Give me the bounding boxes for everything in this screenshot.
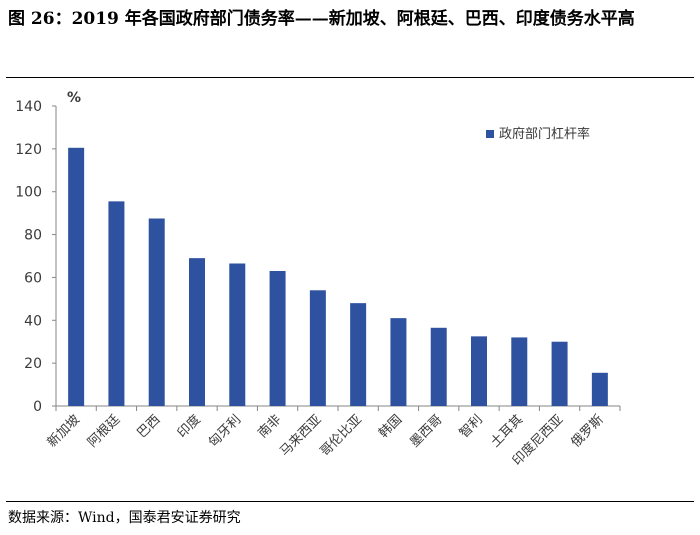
bar bbox=[511, 337, 528, 406]
source-divider bbox=[6, 501, 694, 502]
figure-title: 图 26：2019 年各国政府部门债务率——新加坡、阿根廷、巴西、印度债务水平高 bbox=[8, 9, 635, 29]
bar bbox=[430, 327, 447, 406]
bar bbox=[390, 318, 407, 406]
bar bbox=[350, 303, 367, 406]
x-tick-label: 马来西亚 bbox=[277, 412, 324, 459]
bar bbox=[269, 271, 286, 406]
y-tick-label: 80 bbox=[24, 228, 42, 244]
y-tick-label: 120 bbox=[15, 142, 42, 158]
x-tick-label: 哥伦比亚 bbox=[318, 412, 365, 459]
x-tick-label: 土耳其 bbox=[488, 412, 526, 450]
bar bbox=[108, 201, 125, 406]
legend-swatch bbox=[486, 130, 494, 138]
source-note: 数据来源：Wind，国泰君安证券研究 bbox=[8, 510, 241, 526]
bar bbox=[471, 336, 487, 406]
x-tick-label: 智利 bbox=[457, 412, 486, 441]
x-tick-label: 新加坡 bbox=[44, 412, 83, 451]
bar bbox=[148, 218, 165, 406]
legend: 政府部门杠杆率 bbox=[486, 126, 590, 142]
bars bbox=[68, 147, 608, 406]
y-tick-label: 40 bbox=[24, 313, 42, 329]
x-tick-label: 印度 bbox=[174, 412, 204, 442]
x-tick-label: 墨西哥 bbox=[407, 412, 445, 450]
bar bbox=[591, 372, 608, 406]
bar bbox=[68, 147, 85, 406]
y-tick-label: 20 bbox=[24, 356, 42, 372]
bar bbox=[551, 341, 568, 406]
y-tick-label: 140 bbox=[15, 99, 42, 115]
bar-chart: 0 20 40 60 80 100 120 140% 新加坡 阿根廷 巴西 印度 匈牙利 南非马来西亚哥… bbox=[15, 90, 621, 469]
bar bbox=[189, 258, 205, 406]
x-tick-label: 匈牙利 bbox=[206, 412, 244, 450]
x-tick-label: 俄罗斯 bbox=[568, 412, 606, 450]
y-axis: 0 20 40 60 80 100 120 140% bbox=[15, 90, 81, 415]
x-tick-label: 南非 bbox=[255, 412, 285, 442]
y-unit-label: % bbox=[67, 90, 81, 106]
title-divider bbox=[6, 77, 694, 78]
x-tick-label: 巴西 bbox=[135, 412, 164, 441]
y-tick-label: 100 bbox=[15, 185, 42, 201]
x-tick-label: 韩国 bbox=[376, 412, 405, 441]
bar bbox=[229, 263, 246, 406]
legend-label: 政府部门杠杆率 bbox=[499, 126, 590, 142]
y-tick-label: 60 bbox=[24, 270, 42, 286]
bar bbox=[309, 290, 326, 406]
y-tick-label: 0 bbox=[33, 399, 42, 415]
x-tick-label: 阿根廷 bbox=[85, 412, 123, 450]
chart-container: 0 20 40 60 80 100 120 140% 新加坡 阿根廷 巴西 印度 匈牙利 南非 马来西亚哥… bbox=[0, 80, 700, 500]
